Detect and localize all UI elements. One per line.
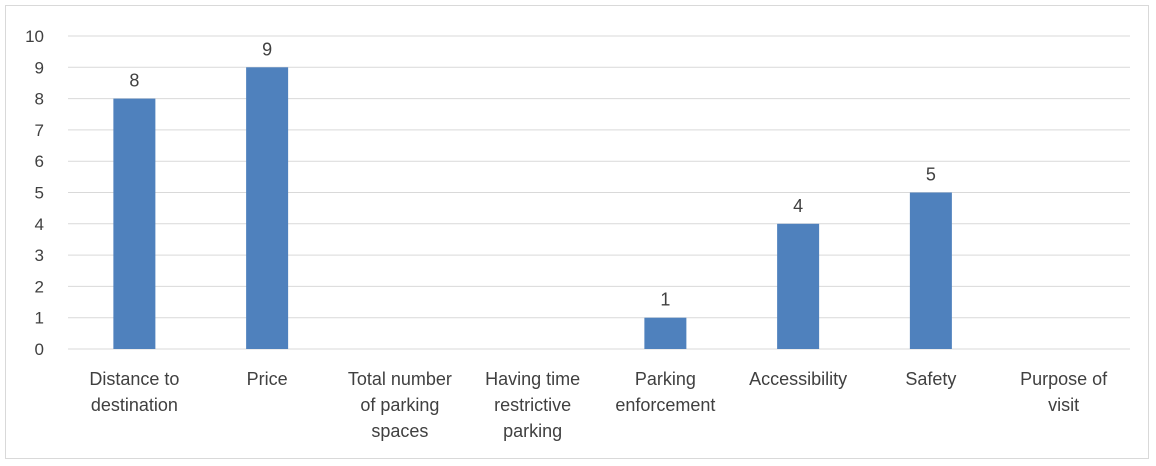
category-label-line: visit: [1048, 395, 1079, 415]
category-label-line: Parking: [635, 369, 696, 389]
data-label: 5: [926, 165, 936, 185]
y-tick-label: 7: [35, 121, 44, 140]
bar: [113, 98, 156, 349]
y-tick-label: 1: [35, 309, 44, 328]
category-label: Price: [247, 369, 288, 389]
category-label: Distance to destination: [89, 369, 179, 415]
category-label-line: enforcement: [615, 395, 715, 415]
chart-frame: 0 1 2 3 4 5 6 7 8 9 10 8 9 1 4 5 Distance to destinatio…: [5, 5, 1149, 459]
category-label: Total number of parking spaces: [348, 369, 452, 441]
bar-chart: 0 1 2 3 4 5 6 7 8 9 10 8 9 1 4 5 Distance to destinatio…: [25, 27, 1130, 441]
y-tick-label: 3: [35, 246, 44, 265]
x-axis-categories: Distance to destination Price Total number o…: [89, 369, 1108, 441]
y-tick-label: 8: [35, 90, 44, 109]
category-label: Having time restrictive parking: [485, 369, 580, 441]
data-label: 4: [793, 196, 803, 216]
data-label: 1: [660, 290, 670, 310]
bar: [909, 192, 952, 349]
data-label: 8: [129, 71, 139, 91]
category-label-line: Having time: [485, 369, 580, 389]
bars: [113, 67, 952, 350]
category-label: Parking enforcement: [615, 369, 715, 415]
category-label: Purpose of visit: [1020, 369, 1108, 415]
category-label-line: Distance to: [89, 369, 179, 389]
y-tick-label: 5: [35, 184, 44, 203]
category-label-line: spaces: [371, 421, 428, 441]
category-label-line: Accessibility: [749, 369, 847, 389]
bar: [644, 317, 687, 349]
category-label-line: restrictive: [494, 395, 571, 415]
data-label: 9: [262, 39, 272, 59]
y-axis-ticks: 0 1 2 3 4 5 6 7 8 9 10: [25, 27, 44, 359]
category-label-line: parking: [503, 421, 562, 441]
category-label-line: of parking: [360, 395, 439, 415]
y-tick-label: 6: [35, 152, 44, 171]
category-label: Accessibility: [749, 369, 847, 389]
bar: [246, 67, 289, 350]
y-tick-label: 2: [35, 277, 44, 296]
category-label-line: destination: [91, 395, 178, 415]
y-tick-label: 4: [35, 215, 44, 234]
bar: [777, 223, 820, 349]
data-labels: 8 9 1 4 5: [129, 39, 936, 309]
category-label-line: Purpose of: [1020, 369, 1108, 389]
y-tick-label: 9: [35, 58, 44, 77]
y-tick-label: 0: [35, 340, 44, 359]
category-label-line: Safety: [905, 369, 956, 389]
y-tick-label: 10: [25, 27, 44, 46]
category-label-line: Total number: [348, 369, 452, 389]
gridlines: [68, 35, 1130, 350]
category-label: Safety: [905, 369, 956, 389]
category-label-line: Price: [247, 369, 288, 389]
